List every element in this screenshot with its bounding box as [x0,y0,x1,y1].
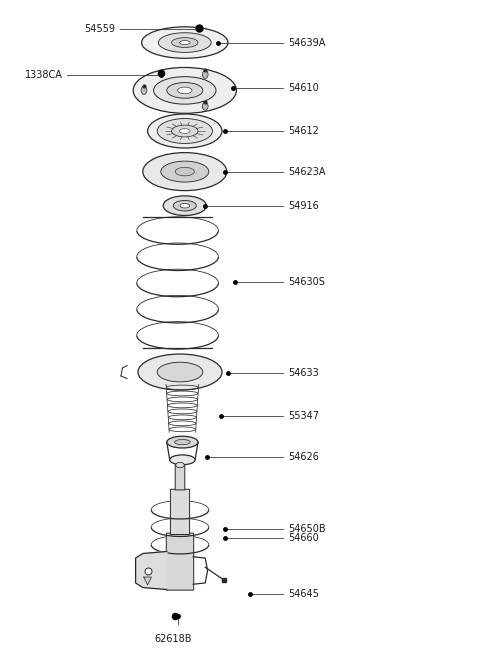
Text: 54916: 54916 [288,200,319,211]
Ellipse shape [143,153,227,191]
Text: 54626: 54626 [288,451,319,462]
Text: 54650B: 54650B [288,523,325,534]
Ellipse shape [161,161,209,182]
Ellipse shape [172,37,198,47]
Ellipse shape [158,33,211,52]
Circle shape [203,71,208,79]
Ellipse shape [157,119,212,143]
Ellipse shape [175,440,190,445]
Ellipse shape [167,436,198,448]
Ellipse shape [180,203,190,208]
Text: 54623A: 54623A [288,166,325,177]
Text: 54610: 54610 [288,83,319,94]
Text: 54633: 54633 [288,368,319,379]
Text: 54630S: 54630S [288,276,325,287]
Polygon shape [144,577,152,585]
Circle shape [203,102,208,110]
Ellipse shape [178,87,192,94]
Text: 1338CA: 1338CA [24,70,62,81]
Ellipse shape [138,354,222,390]
Circle shape [141,86,147,94]
Ellipse shape [142,27,228,58]
Text: 54639A: 54639A [288,37,325,48]
FancyBboxPatch shape [170,489,190,534]
Text: 54645: 54645 [288,589,319,599]
FancyBboxPatch shape [175,464,185,490]
Ellipse shape [170,455,195,465]
Ellipse shape [176,462,184,468]
Ellipse shape [163,196,206,215]
FancyBboxPatch shape [166,533,193,590]
Text: 62618B: 62618B [154,634,192,644]
Ellipse shape [180,128,190,134]
Ellipse shape [175,167,194,176]
Text: 54559: 54559 [84,24,115,35]
Ellipse shape [180,41,190,45]
Ellipse shape [157,362,203,382]
Ellipse shape [148,114,222,148]
Text: 55347: 55347 [288,411,319,421]
Ellipse shape [172,125,198,137]
Text: 54612: 54612 [288,126,319,136]
Ellipse shape [154,77,216,104]
Ellipse shape [133,67,236,113]
Ellipse shape [167,83,203,98]
Text: 54660: 54660 [288,533,319,544]
Polygon shape [135,552,167,590]
Ellipse shape [173,200,196,211]
